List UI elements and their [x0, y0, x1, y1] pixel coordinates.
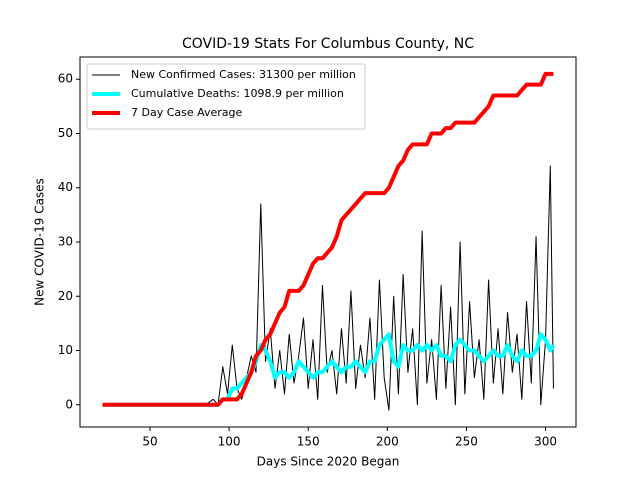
x-tick-label: 50 — [142, 435, 157, 449]
legend-box — [86, 63, 366, 130]
plot-frame — [79, 56, 577, 428]
series-line — [102, 71, 554, 407]
x-tick-label: 100 — [218, 435, 241, 449]
legend-label: New Confirmed Cases: 31300 per million — [131, 68, 356, 81]
y-tick-label: 50 — [58, 126, 73, 140]
y-tick-label: 0 — [65, 397, 73, 411]
x-tick-label: 200 — [376, 435, 399, 449]
y-axis-label: New COVID-19 Cases — [33, 178, 47, 306]
legend: New Confirmed Cases: 31300 per million Cu… — [86, 63, 366, 130]
y-tick-label: 40 — [58, 180, 73, 194]
chart-title: COVID-19 Stats For Columbus County, NC — [182, 36, 474, 52]
x-tick-label: 300 — [534, 435, 557, 449]
series-line — [102, 165, 554, 411]
legend-label: 7 Day Case Average — [131, 106, 243, 119]
y-tick-label: 60 — [58, 72, 73, 86]
x-tick-label: 250 — [455, 435, 478, 449]
y-tick-label: 30 — [58, 235, 73, 249]
x-tick-label: 150 — [297, 435, 320, 449]
x-axis-label: Days Since 2020 Began — [257, 455, 400, 469]
y-tick-label: 20 — [58, 289, 73, 303]
legend-label: Cumulative Deaths: 1098.9 per million — [131, 87, 344, 100]
y-tick-label: 10 — [58, 343, 73, 357]
